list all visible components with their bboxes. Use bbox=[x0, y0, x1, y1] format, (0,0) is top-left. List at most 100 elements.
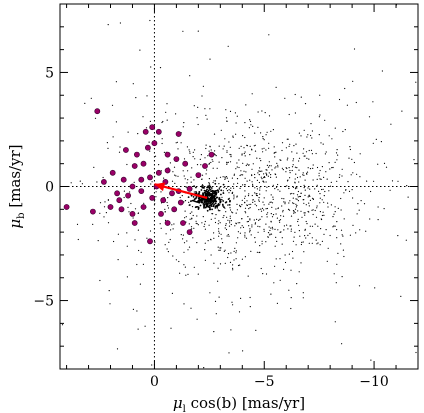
field-star-point bbox=[219, 210, 221, 212]
field-star-point bbox=[344, 129, 346, 131]
field-star-point bbox=[247, 195, 250, 197]
field-star-point bbox=[191, 167, 193, 169]
field-star-point bbox=[218, 187, 220, 189]
field-star-point bbox=[295, 198, 297, 200]
field-star-point bbox=[268, 172, 270, 174]
field-star-point bbox=[301, 216, 303, 218]
field-star-point bbox=[249, 228, 251, 230]
cluster-core-point bbox=[214, 205, 217, 208]
field-star-point bbox=[375, 138, 377, 140]
field-star-point bbox=[303, 174, 305, 176]
field-star-point bbox=[268, 226, 270, 228]
field-star-point bbox=[327, 202, 329, 204]
field-star-point bbox=[248, 208, 250, 210]
field-star-point bbox=[268, 161, 270, 163]
field-star-point bbox=[177, 148, 179, 150]
field-star-point bbox=[182, 30, 184, 32]
member-star-point bbox=[171, 206, 178, 213]
field-star-point bbox=[321, 188, 323, 191]
field-star-point bbox=[106, 142, 108, 144]
cluster-core-point bbox=[204, 203, 206, 206]
field-star-point bbox=[214, 180, 217, 182]
field-star-point bbox=[96, 181, 98, 183]
field-star-point bbox=[230, 329, 232, 331]
field-star-point bbox=[117, 259, 119, 261]
field-star-point bbox=[184, 266, 186, 268]
field-star-point bbox=[330, 181, 332, 183]
cluster-core-point bbox=[192, 199, 195, 202]
field-star-point bbox=[164, 244, 166, 246]
field-star-point bbox=[271, 216, 274, 218]
field-star-point bbox=[281, 197, 283, 200]
field-star-point bbox=[61, 324, 64, 326]
field-star-point bbox=[274, 167, 276, 169]
field-star-point bbox=[390, 123, 392, 125]
field-star-point bbox=[377, 219, 379, 221]
field-star-point bbox=[292, 197, 294, 199]
field-star-point bbox=[241, 154, 243, 156]
field-star-point bbox=[221, 199, 223, 201]
field-star-point bbox=[102, 176, 104, 179]
field-star-point bbox=[256, 157, 258, 159]
field-star-point bbox=[193, 227, 195, 229]
field-star-point bbox=[260, 176, 262, 178]
field-star-point bbox=[400, 295, 402, 297]
field-star-point bbox=[274, 156, 276, 158]
field-star-point bbox=[263, 197, 265, 199]
cluster-core-point bbox=[217, 190, 220, 193]
field-star-point bbox=[219, 186, 221, 188]
field-star-point bbox=[204, 108, 206, 110]
field-star-point bbox=[185, 274, 187, 276]
field-star-point bbox=[99, 279, 101, 282]
field-star-point bbox=[190, 307, 192, 309]
field-star-point bbox=[293, 236, 295, 238]
field-star-point bbox=[224, 249, 226, 251]
field-star-point bbox=[97, 240, 99, 242]
field-star-point bbox=[224, 138, 226, 140]
field-star-point bbox=[318, 116, 320, 118]
field-star-point bbox=[303, 129, 305, 131]
field-star-point bbox=[336, 229, 338, 231]
field-star-point bbox=[358, 285, 361, 287]
field-star-point bbox=[296, 167, 298, 169]
field-star-point bbox=[276, 302, 278, 304]
member-star-point bbox=[129, 210, 136, 217]
field-star-point bbox=[353, 161, 355, 164]
field-star-point bbox=[233, 174, 235, 176]
field-star-point bbox=[311, 225, 314, 227]
field-star-point bbox=[174, 174, 176, 176]
field-star-point bbox=[244, 232, 246, 234]
member-star-point bbox=[116, 197, 123, 204]
field-star-point bbox=[236, 209, 238, 211]
field-star-point bbox=[252, 163, 254, 165]
field-star-point bbox=[265, 134, 267, 136]
cluster-core-point bbox=[211, 193, 214, 195]
field-star-point bbox=[321, 214, 323, 217]
field-star-point bbox=[217, 223, 219, 225]
field-star-point bbox=[239, 187, 241, 189]
field-star-point bbox=[330, 204, 332, 206]
field-star-point bbox=[406, 185, 408, 187]
field-star-point bbox=[188, 149, 190, 151]
field-star-point bbox=[277, 183, 279, 186]
field-star-point bbox=[352, 224, 354, 226]
field-star-point bbox=[397, 180, 399, 182]
member-star-point bbox=[195, 172, 202, 178]
field-star-point bbox=[219, 263, 222, 265]
field-star-point bbox=[236, 196, 238, 198]
field-star-point bbox=[230, 154, 232, 156]
field-star-point bbox=[197, 106, 199, 108]
y-tick-label: −5 bbox=[33, 294, 54, 310]
y-tick-label: 5 bbox=[45, 65, 54, 81]
field-star-point bbox=[293, 202, 295, 205]
field-star-point bbox=[260, 132, 262, 134]
field-star-point bbox=[278, 220, 280, 222]
field-star-point bbox=[266, 207, 268, 210]
field-star-point bbox=[311, 197, 314, 199]
field-star-point bbox=[306, 171, 309, 173]
field-star-point bbox=[405, 239, 407, 241]
field-star-point bbox=[275, 86, 277, 88]
member-star-point bbox=[149, 124, 156, 131]
field-star-point bbox=[259, 167, 261, 169]
field-star-point bbox=[310, 149, 313, 151]
